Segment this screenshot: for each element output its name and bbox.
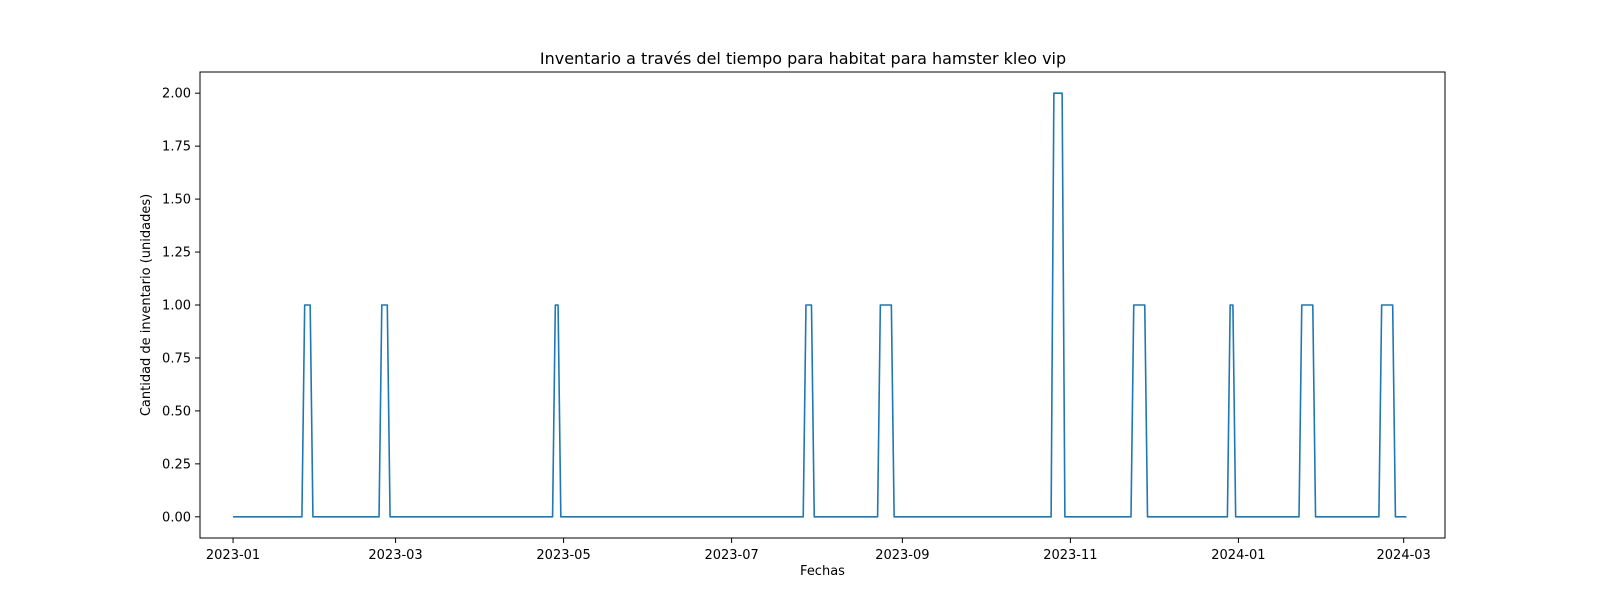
series-line-0 <box>233 92 1407 518</box>
y-tick-label: 2.00 <box>162 87 191 102</box>
x-tick-label: 2024-03 <box>1377 548 1431 563</box>
x-tick-label: 2023-07 <box>704 548 758 563</box>
x-axis: 2023-01 2023-03 2023-05 2023-07 2023-09 2023-… <box>206 538 1431 563</box>
y-tick-label: 0.75 <box>162 351 191 366</box>
y-tick-label: 0.25 <box>162 457 191 472</box>
plot-area <box>233 92 1407 518</box>
x-axis-title: Fechas <box>800 564 845 579</box>
y-tick-label: 0.50 <box>162 404 191 419</box>
x-tick-label: 2023-05 <box>536 548 590 563</box>
x-tick-label: 2023-11 <box>1043 548 1097 563</box>
y-tick-label: 1.75 <box>162 140 191 155</box>
y-tick-label: 1.25 <box>162 246 191 261</box>
chart-title: Inventario a través del tiempo para habi… <box>540 49 1066 68</box>
x-tick-label: 2023-03 <box>368 548 422 563</box>
y-tick-label: 0.00 <box>162 510 191 525</box>
x-tick-label: 2024-01 <box>1211 548 1265 563</box>
x-tick-label: 2023-09 <box>875 548 929 563</box>
y-tick-label: 1.00 <box>162 299 191 314</box>
y-tick-label: 1.50 <box>162 193 191 208</box>
y-axis-title: Cantidad de inventario (unidades) <box>139 194 154 416</box>
x-tick-label: 2023-01 <box>206 548 260 563</box>
y-axis: 0.00 0.25 0.50 0.75 1.00 1.25 1.50 1.75 2.00 <box>162 87 200 525</box>
